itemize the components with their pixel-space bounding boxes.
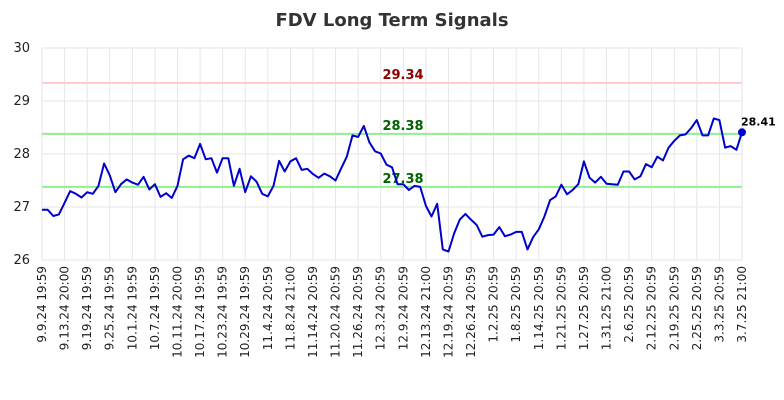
x-tick-label: 3.7.25 21:00 xyxy=(735,266,749,343)
signal-line-label: 28.38 xyxy=(382,119,423,134)
x-tick-label: 10.29.24 19:59 xyxy=(238,266,252,358)
x-tick-label: 10.1.24 19:59 xyxy=(125,266,139,350)
signal-lines: 29.34 28.38 27.38 xyxy=(42,68,742,188)
x-tick-label: 11.20.24 20:59 xyxy=(329,266,343,358)
x-tick-label: 10.17.24 19:59 xyxy=(193,266,207,358)
x-tick-label: 9.19.24 19:59 xyxy=(80,266,94,350)
y-tick-label: 28 xyxy=(13,147,30,162)
x-tick-label: 10.7.24 19:59 xyxy=(148,266,162,350)
x-tick-label: 9.13.24 20:00 xyxy=(58,266,72,350)
x-tick-label: 1.21.25 20:59 xyxy=(554,266,568,350)
x-tick-label: 2.25.25 20:59 xyxy=(690,266,704,350)
series: 28.41 xyxy=(42,115,776,253)
x-tick-label: 2.12.25 20:59 xyxy=(645,266,659,350)
x-tick-label: 11.14.24 20:59 xyxy=(306,266,320,358)
x-axis: 9.9.24 19:59 9.13.24 20:00 9.19.24 19:59 9.… xyxy=(35,266,749,358)
x-tick-label: 9.25.24 19:59 xyxy=(103,266,117,350)
chart-title: FDV Long Term Signals xyxy=(275,10,508,31)
x-tick-label: 10.23.24 19:59 xyxy=(216,266,230,358)
signal-line-label: 29.34 xyxy=(382,68,423,83)
last-point-label: 28.41 xyxy=(741,115,776,128)
x-tick-label: 2.6.25 20:59 xyxy=(622,266,636,343)
y-tick-label: 27 xyxy=(13,200,30,215)
signal-line-label: 27.38 xyxy=(382,172,423,187)
x-tick-label: 1.2.25 20:59 xyxy=(487,266,501,343)
x-tick-label: 1.14.25 20:59 xyxy=(532,266,546,350)
x-tick-label: 11.4.24 20:59 xyxy=(261,266,275,350)
x-tick-label: 12.9.24 20:59 xyxy=(396,266,410,350)
x-tick-label: 11.8.24 21:00 xyxy=(283,266,297,350)
x-tick-label: 3.3.25 20:59 xyxy=(712,266,726,343)
x-tick-label: 11.26.24 20:59 xyxy=(351,266,365,358)
x-tick-label: 12.13.24 21:00 xyxy=(419,266,433,358)
y-tick-label: 30 xyxy=(13,41,30,56)
y-tick-label: 26 xyxy=(13,253,30,268)
y-tick-label: 29 xyxy=(13,94,30,109)
x-tick-label: 1.31.25 21:00 xyxy=(600,266,614,350)
x-tick-label: 1.27.25 20:59 xyxy=(577,266,591,350)
x-tick-label: 1.8.25 20:59 xyxy=(509,266,523,343)
x-tick-label: 10.11.24 20:00 xyxy=(170,266,184,358)
y-axis: 26 27 28 29 30 xyxy=(13,41,30,268)
x-tick-label: 12.19.24 20:59 xyxy=(441,266,455,358)
x-tick-label: 12.3.24 20:59 xyxy=(374,266,388,350)
last-point-marker xyxy=(738,128,746,137)
series-line xyxy=(42,117,743,253)
x-tick-label: 12.26.24 20:59 xyxy=(464,266,478,358)
x-tick-label: 9.9.24 19:59 xyxy=(35,266,49,343)
x-tick-label: 2.19.25 20:59 xyxy=(667,266,681,350)
